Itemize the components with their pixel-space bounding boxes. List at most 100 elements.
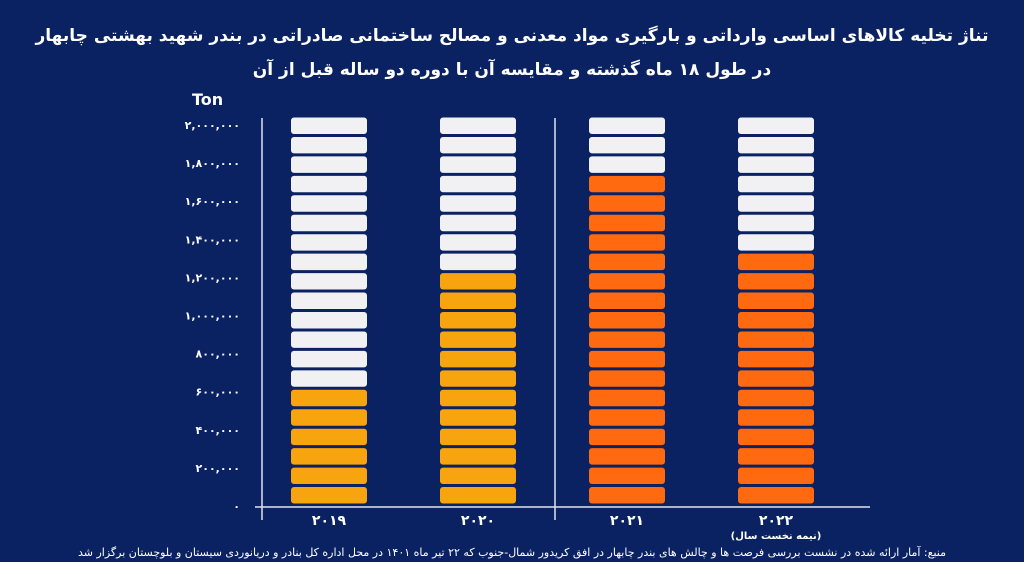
bar-segment-filled xyxy=(738,273,814,290)
bar-segment-filled xyxy=(589,389,665,407)
bar-segment-filled xyxy=(589,195,665,212)
bar-segment-filled xyxy=(589,214,665,232)
source-note: منبع: آمار ارائه شده در نشست بررسی فرصت … xyxy=(77,546,947,559)
y-tick-label: ۰ xyxy=(233,500,240,513)
bar-segment-filled xyxy=(589,428,665,446)
bar-segment-empty xyxy=(291,350,367,368)
bar-segment-filled xyxy=(589,331,665,348)
y-tick-label: ۱,۴۰۰,۰۰۰ xyxy=(185,233,240,246)
bar-segment-empty xyxy=(291,370,367,387)
y-tick-label: ۱,۸۰۰,۰۰۰ xyxy=(185,157,240,170)
bar-segment-filled xyxy=(738,428,814,446)
bar-segment-filled xyxy=(440,350,516,368)
bar-segment-empty xyxy=(291,195,367,212)
bar-segment-filled xyxy=(738,370,814,387)
bar-segment-filled xyxy=(291,389,367,407)
bar-segment-filled xyxy=(291,467,367,485)
bar-segment-empty xyxy=(738,156,814,173)
bar-segment-filled xyxy=(440,331,516,348)
bar-segment-empty xyxy=(738,234,814,251)
bar-segment-filled xyxy=(738,448,814,465)
bar-segment-filled xyxy=(738,467,814,485)
bar-segment-filled xyxy=(738,389,814,407)
bar-segment-filled xyxy=(589,487,665,504)
y-tick-label: ۴۰۰,۰۰۰ xyxy=(196,424,240,437)
bar-segment-empty xyxy=(738,195,814,212)
bar-segment-empty xyxy=(291,214,367,232)
bar-segment-filled xyxy=(589,370,665,387)
y-tick-label: ۲,۰۰۰,۰۰۰ xyxy=(185,119,240,132)
bar-segment-empty xyxy=(291,273,367,290)
bar-segment-empty xyxy=(440,214,516,232)
bar-segment-empty xyxy=(440,195,516,212)
bar-segment-filled xyxy=(440,487,516,504)
bar-segment-empty xyxy=(291,117,367,134)
bar-segment-empty xyxy=(440,136,516,154)
bar-segment-empty xyxy=(291,156,367,173)
bar-segment-empty xyxy=(291,253,367,271)
bar-segment-filled xyxy=(589,409,665,426)
bar-segment-empty xyxy=(440,156,516,173)
bar-segment-filled xyxy=(291,448,367,465)
bar-segment-filled xyxy=(589,253,665,271)
y-tick-label: ۱,۲۰۰,۰۰۰ xyxy=(185,271,240,284)
x-tick-label: ۲۰۲۱ xyxy=(610,513,644,529)
bar-segment-empty xyxy=(291,292,367,309)
bar-segment-empty xyxy=(738,214,814,232)
bar-segment-empty xyxy=(589,136,665,154)
chart-subtitle: در طول ۱۸ ماه گذشته و مقایسه آن با دوره … xyxy=(252,60,772,80)
bar-segment-filled xyxy=(589,234,665,251)
bar-segment-filled xyxy=(589,175,665,193)
bar-segment-filled xyxy=(738,292,814,309)
bar-segment-filled xyxy=(440,273,516,290)
chart-title: تناژ تخلیه کالاهای اساسی وارداتی و بارگی… xyxy=(35,26,989,46)
x-tick-note: (نیمه نخست سال) xyxy=(731,531,822,542)
x-tick-label: ۲۰۱۹ xyxy=(312,513,347,529)
bar-segment-filled xyxy=(589,467,665,485)
y-tick-label: ۲۰۰,۰۰۰ xyxy=(196,462,240,475)
bar-segment-filled xyxy=(440,409,516,426)
bar-segment-filled xyxy=(738,487,814,504)
bar-segment-empty xyxy=(291,331,367,348)
bar-segment-empty xyxy=(440,117,516,134)
y-axis-unit: Ton xyxy=(192,90,224,109)
bar-segment-filled xyxy=(291,487,367,504)
bar-segment-empty xyxy=(440,234,516,251)
bar-segment-empty xyxy=(440,253,516,271)
bar-segment-filled xyxy=(291,428,367,446)
bar-segment-empty xyxy=(440,175,516,193)
bar-segment-filled xyxy=(440,428,516,446)
bar-segment-filled xyxy=(738,331,814,348)
bar-segment-filled xyxy=(440,467,516,485)
y-tick-label: ۱,۶۰۰,۰۰۰ xyxy=(185,195,240,208)
bar-segment-filled xyxy=(291,409,367,426)
bar-segment-filled xyxy=(440,292,516,309)
bar-segment-filled xyxy=(738,312,814,329)
bar-segment-filled xyxy=(440,312,516,329)
bar-segment-empty xyxy=(291,312,367,329)
bar-segment-empty xyxy=(589,117,665,134)
bar-segment-filled xyxy=(589,273,665,290)
bar-segment-filled xyxy=(738,350,814,368)
bar-segment-empty xyxy=(291,136,367,154)
bar-segment-empty xyxy=(738,175,814,193)
y-tick-label: ۱,۰۰۰,۰۰۰ xyxy=(185,310,240,323)
bar-segment-filled xyxy=(589,292,665,309)
bar-segment-filled xyxy=(589,350,665,368)
x-tick-label: ۲۰۲۰ xyxy=(461,513,495,529)
bar-segment-filled xyxy=(589,448,665,465)
bar-segment-filled xyxy=(440,389,516,407)
bar-segment-empty xyxy=(738,136,814,154)
bar-segment-empty xyxy=(738,117,814,134)
x-tick-label: ۲۰۲۲ xyxy=(759,513,794,529)
bar-segment-empty xyxy=(291,234,367,251)
bar-segment-empty xyxy=(589,156,665,173)
bar-segment-filled xyxy=(738,409,814,426)
bar-segment-filled xyxy=(589,312,665,329)
bar-segment-filled xyxy=(440,370,516,387)
bar-segment-filled xyxy=(738,253,814,271)
bar-segment-filled xyxy=(440,448,516,465)
y-tick-label: ۸۰۰,۰۰۰ xyxy=(196,348,240,361)
bar-segment-empty xyxy=(291,175,367,193)
